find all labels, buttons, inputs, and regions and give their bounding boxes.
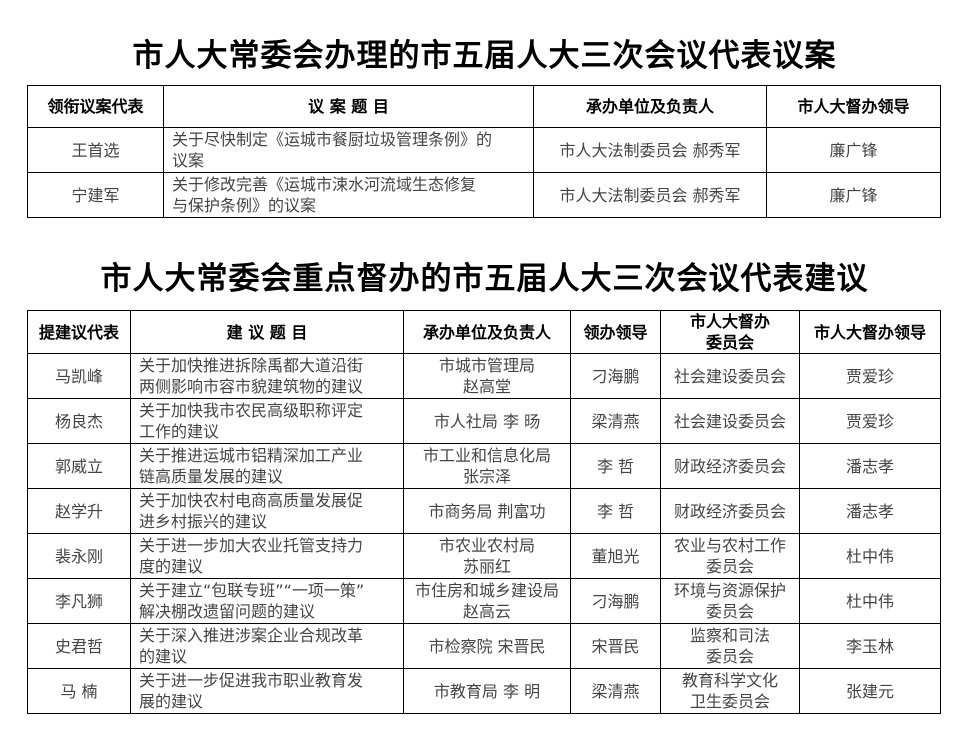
cell-representative: 郭威立 bbox=[27, 443, 131, 489]
table-row: 马 楠关于进一步促进我市职业教育发 展的建议 市教育局 李 明梁清燕 教育科学文化 … bbox=[27, 668, 941, 714]
cell-representative: 宁建军 bbox=[27, 172, 164, 218]
motions-table: 领衔议案代表 议 案 题 目 承办单位及负责人 市人大督办领导 王首选 关于尽快… bbox=[27, 85, 941, 218]
cell-leading-leader: 宋晋民 bbox=[570, 623, 661, 669]
cell-handling-unit: 市农业农村局 苏丽红 bbox=[403, 533, 571, 579]
cell-representative: 史君哲 bbox=[27, 623, 131, 669]
table-row: 裴永刚 关于进一步加大农业托管支持力 度的建议 市农业农村局 苏丽红 董旭光 农业与农村… bbox=[27, 533, 941, 579]
header-handling-unit: 承办单位及负责人 bbox=[533, 85, 767, 128]
cell-handling-unit: 市工业和信息化局 张宗泽 bbox=[403, 443, 571, 489]
cell-leading-leader: 李 哲 bbox=[570, 443, 661, 489]
cell-handling-unit: 市人大法制委员会 郝秀军 bbox=[533, 127, 767, 173]
header-suggestion-topic: 建 议 题 目 bbox=[130, 310, 404, 354]
table-row: 马凯峰 关于加快推进拆除禹都大道沿街 两侧影响市容市貌建筑物的建议 市城市管理局 赵… bbox=[27, 353, 941, 399]
cell-representative: 马凯峰 bbox=[27, 353, 131, 399]
cell-handling-unit: 市检察院 宋晋民 bbox=[403, 623, 571, 669]
cell-leader: 杜中伟 bbox=[799, 578, 941, 624]
cell-topic: 关于建立“包联专班”“一项一策” 解决棚改遗留问题的建议 bbox=[130, 578, 404, 624]
suggestions-table-title: 市人大常委会重点督办的市五届人大三次会议代表建议 bbox=[100, 261, 869, 297]
cell-leading-leader: 刁海鹏 bbox=[570, 578, 661, 624]
header-representative: 提建议代表 bbox=[27, 310, 131, 354]
header-leading-leader: 领办领导 bbox=[570, 310, 661, 354]
cell-handling-unit: 市教育局 李 明 bbox=[403, 668, 571, 714]
cell-leader: 潘志孝 bbox=[799, 488, 941, 534]
cell-committee: 监察和司法 委员会 bbox=[660, 623, 800, 669]
header-supervising-leader: 市人大督办领导 bbox=[799, 310, 941, 354]
cell-topic: 关于加快我市农民高级职称评定 工作的建议 bbox=[130, 398, 404, 444]
cell-handling-unit: 市人社局 李 旸 bbox=[403, 398, 571, 444]
cell-leader: 张建元 bbox=[799, 668, 941, 714]
cell-representative: 裴永刚 bbox=[27, 533, 131, 579]
cell-committee: 教育科学文化 卫生委员会 bbox=[660, 668, 800, 714]
table-header-row: 领衔议案代表 议 案 题 目 承办单位及负责人 市人大督办领导 bbox=[27, 85, 941, 128]
table-row: 李凡狮 关于建立“包联专班”“一项一策” 解决棚改遗留问题的建议 市住房和城乡建设局… bbox=[27, 578, 941, 624]
cell-leader: 廉广锋 bbox=[766, 127, 941, 173]
cell-leader: 杜中伟 bbox=[799, 533, 941, 579]
header-supervising-leader: 市人大督办领导 bbox=[766, 85, 941, 128]
cell-leader: 贾爱珍 bbox=[799, 353, 941, 399]
cell-handling-unit: 市人大法制委员会 郝秀军 bbox=[533, 172, 767, 218]
header-motion-topic: 议 案 题 目 bbox=[163, 85, 534, 128]
cell-committee: 农业与农村工作 委员会 bbox=[660, 533, 800, 579]
table-row: 王首选 关于尽快制定《运城市餐厨垃圾管理条例》的 议案 市人大法制委员会 郝秀军… bbox=[27, 127, 941, 173]
cell-representative: 李凡狮 bbox=[27, 578, 131, 624]
cell-committee: 环境与资源保护 委员会 bbox=[660, 578, 800, 624]
cell-leading-leader: 梁清燕 bbox=[570, 668, 661, 714]
suggestions-table: 提建议代表 建 议 题 目 承办单位及负责人 领办领导 市人大督办 委员会 市人… bbox=[27, 310, 941, 714]
cell-topic: 关于进一步促进我市职业教育发 展的建议 bbox=[130, 668, 404, 714]
cell-topic: 关于推进运城市铝精深加工产业 链高质量发展的建议 bbox=[130, 443, 404, 489]
cell-committee: 社会建设委员会 bbox=[660, 353, 800, 399]
header-lead-representative: 领衔议案代表 bbox=[27, 85, 164, 128]
cell-leading-leader: 李 哲 bbox=[570, 488, 661, 534]
table-header-row: 提建议代表 建 议 题 目 承办单位及负责人 领办领导 市人大督办 委员会 市人… bbox=[27, 310, 941, 354]
cell-representative: 马 楠 bbox=[27, 668, 131, 714]
cell-representative: 杨良杰 bbox=[27, 398, 131, 444]
cell-topic: 关于尽快制定《运城市餐厨垃圾管理条例》的 议案 bbox=[163, 127, 534, 173]
cell-representative: 王首选 bbox=[27, 127, 164, 173]
cell-handling-unit: 市住房和城乡建设局 赵高云 bbox=[403, 578, 571, 624]
cell-leader: 潘志孝 bbox=[799, 443, 941, 489]
header-handling-unit: 承办单位及负责人 bbox=[403, 310, 571, 354]
cell-topic: 关于加快农村电商高质量发展促 进乡村振兴的建议 bbox=[130, 488, 404, 534]
cell-handling-unit: 市城市管理局 赵高堂 bbox=[403, 353, 571, 399]
header-supervising-committee: 市人大督办 委员会 bbox=[660, 310, 800, 354]
table-row: 史君哲 关于深入推进涉案企业合规改革 的建议 市检察院 宋晋民 宋晋民 监察和司法 委员… bbox=[27, 623, 941, 669]
cell-leading-leader: 董旭光 bbox=[570, 533, 661, 579]
cell-leader: 贾爱珍 bbox=[799, 398, 941, 444]
cell-leading-leader: 刁海鹏 bbox=[570, 353, 661, 399]
cell-committee: 财政经济委员会 bbox=[660, 443, 800, 489]
cell-topic: 关于进一步加大农业托管支持力 度的建议 bbox=[130, 533, 404, 579]
cell-leader: 李玉林 bbox=[799, 623, 941, 669]
table-row: 赵学升 关于加快农村电商高质量发展促 进乡村振兴的建议 市商务局 荆富功李 哲财政经… bbox=[27, 488, 941, 534]
cell-leading-leader: 梁清燕 bbox=[570, 398, 661, 444]
cell-committee: 社会建设委员会 bbox=[660, 398, 800, 444]
table-row: 杨良杰 关于加快我市农民高级职称评定 工作的建议 市人社局 李 旸梁清燕 社会建设委员… bbox=[27, 398, 941, 444]
cell-topic: 关于加快推进拆除禹都大道沿街 两侧影响市容市貌建筑物的建议 bbox=[130, 353, 404, 399]
cell-committee: 财政经济委员会 bbox=[660, 488, 800, 534]
cell-representative: 赵学升 bbox=[27, 488, 131, 534]
cell-topic: 关于修改完善《运城市涑水河流域生态修复 与保护条例》的议案 bbox=[163, 172, 534, 218]
cell-topic: 关于深入推进涉案企业合规改革 的建议 bbox=[130, 623, 404, 669]
cell-leader: 廉广锋 bbox=[766, 172, 941, 218]
cell-handling-unit: 市商务局 荆富功 bbox=[403, 488, 571, 534]
motions-table-title: 市人大常委会办理的市五届人大三次会议代表议案 bbox=[132, 38, 837, 74]
table-row: 郭威立 关于推进运城市铝精深加工产业 链高质量发展的建议 市工业和信息化局 张宗泽李… bbox=[27, 443, 941, 489]
table-row: 宁建军 关于修改完善《运城市涑水河流域生态修复 与保护条例》的议案 市人大法制委… bbox=[27, 172, 941, 218]
